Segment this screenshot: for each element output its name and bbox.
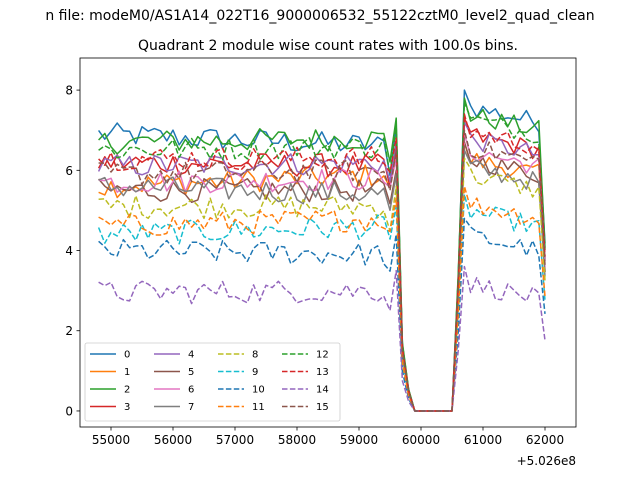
x-tick-label: 57000 bbox=[216, 433, 254, 447]
series-line-15 bbox=[98, 129, 546, 412]
legend-label-5: 5 bbox=[188, 367, 194, 378]
legend-label-2: 2 bbox=[124, 385, 130, 396]
plot-frame bbox=[79, 57, 577, 428]
legend-label-9: 9 bbox=[252, 367, 258, 378]
series-line-13 bbox=[98, 113, 546, 412]
legend-label-0: 0 bbox=[124, 350, 130, 361]
x-tick-label: 62000 bbox=[526, 433, 564, 447]
x-tick-label: 61000 bbox=[464, 433, 502, 447]
series-layer bbox=[97, 89, 546, 412]
x-tick-label: 58000 bbox=[278, 433, 316, 447]
y-tick-label: 0 bbox=[65, 404, 73, 418]
legend-label-6: 6 bbox=[188, 385, 194, 396]
y-tick-label: 8 bbox=[65, 84, 73, 98]
legend-label-13: 13 bbox=[316, 367, 329, 378]
legend-label-8: 8 bbox=[252, 350, 258, 361]
x-tick-label: 55000 bbox=[92, 433, 130, 447]
series-line-11 bbox=[98, 185, 546, 412]
x-axis: 55000 56000 57000 58000 59000 60000 61000 62000 bbox=[92, 427, 564, 447]
legend-label-15: 15 bbox=[316, 402, 329, 413]
figure-suptitle: n file: modeM0/AS1A14_022T16_9000006532_… bbox=[45, 8, 594, 24]
x-tick-label: 59000 bbox=[340, 433, 378, 447]
series-line-7 bbox=[98, 149, 546, 412]
legend-label-11: 11 bbox=[252, 402, 265, 413]
legend-label-4: 4 bbox=[188, 350, 194, 361]
y-tick-label: 6 bbox=[65, 164, 73, 178]
series-line-12 bbox=[98, 101, 546, 412]
legend-label-14: 14 bbox=[316, 385, 329, 396]
series-line-14 bbox=[98, 265, 546, 412]
legend-label-12: 12 bbox=[316, 350, 329, 361]
series-line-8 bbox=[98, 157, 546, 412]
x-offset-label: +5.026e8 bbox=[517, 454, 576, 468]
series-line-6 bbox=[98, 133, 546, 412]
series-line-10 bbox=[98, 217, 546, 412]
y-tick-label: 4 bbox=[65, 244, 73, 258]
series-line-4 bbox=[97, 121, 546, 412]
legend-frame bbox=[84, 342, 341, 422]
y-tick-label: 2 bbox=[65, 324, 73, 338]
series-line-9 bbox=[97, 193, 546, 412]
legend-label-10: 10 bbox=[252, 385, 265, 396]
series-line-3 bbox=[97, 117, 546, 412]
series-line-0 bbox=[97, 89, 546, 412]
legend-label-1: 1 bbox=[124, 367, 130, 378]
legend-label-3: 3 bbox=[124, 402, 130, 413]
x-tick-label: 60000 bbox=[402, 433, 440, 447]
x-tick-label: 56000 bbox=[154, 433, 192, 447]
legend-label-7: 7 bbox=[188, 402, 194, 413]
series-line-2 bbox=[98, 97, 546, 412]
chart-title: Quadrant 2 module wise count rates with … bbox=[138, 38, 518, 54]
y-axis: 0 2 4 6 8 bbox=[65, 84, 80, 418]
